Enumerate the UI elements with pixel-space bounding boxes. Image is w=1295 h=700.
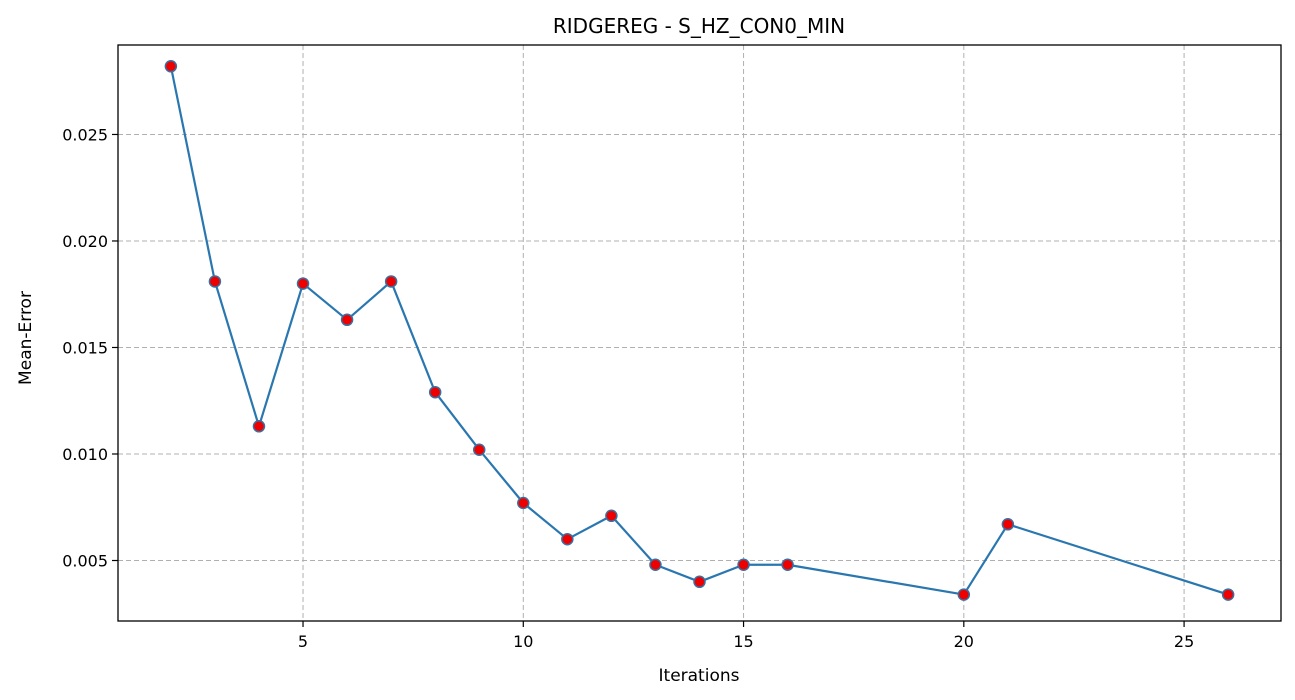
grid-layer — [118, 45, 1281, 621]
x-tick-label: 15 — [733, 632, 753, 651]
chart-title: RIDGEREG - S_HZ_CON0_MIN — [553, 14, 845, 38]
data-point-marker — [737, 558, 750, 572]
data-point-marker — [340, 313, 354, 327]
y-tick-label: 0.020 — [62, 232, 108, 251]
data-point-marker — [693, 575, 706, 589]
data-point-marker — [561, 532, 574, 546]
data-point-marker — [428, 385, 442, 399]
data-point-marker — [384, 275, 398, 288]
x-tick-label: 5 — [298, 632, 308, 651]
y-tick-label: 0.025 — [62, 125, 108, 144]
series-line — [169, 66, 1229, 596]
y-tick-label: 0.010 — [62, 445, 108, 464]
data-point-marker — [1221, 588, 1235, 601]
y-axis-label: Mean-Error — [16, 291, 36, 385]
data-point-marker — [1001, 518, 1015, 531]
data-point-marker — [957, 588, 971, 601]
data-point-marker — [605, 509, 618, 523]
y-tick-label: 0.015 — [62, 338, 108, 357]
x-axis-label: Iterations — [659, 666, 740, 686]
data-point-marker — [517, 496, 530, 510]
tick-layer: 5 10 15 20 25 0.005 0.010 0.015 0.020 0.025 — [62, 125, 1194, 651]
plot-frame — [117, 44, 1282, 622]
data-point-marker — [296, 277, 310, 290]
x-tick-label: 10 — [513, 632, 533, 651]
data-point-marker — [252, 420, 266, 433]
data-point-marker — [781, 558, 794, 572]
y-tick-label: 0.005 — [62, 552, 108, 571]
data-point-marker — [164, 60, 178, 73]
series-layer — [164, 60, 1235, 601]
data-point-marker — [649, 558, 662, 572]
x-tick-label: 20 — [954, 632, 974, 651]
data-point-marker — [208, 275, 222, 288]
data-point-marker — [472, 443, 486, 456]
x-tick-label: 25 — [1174, 632, 1194, 651]
